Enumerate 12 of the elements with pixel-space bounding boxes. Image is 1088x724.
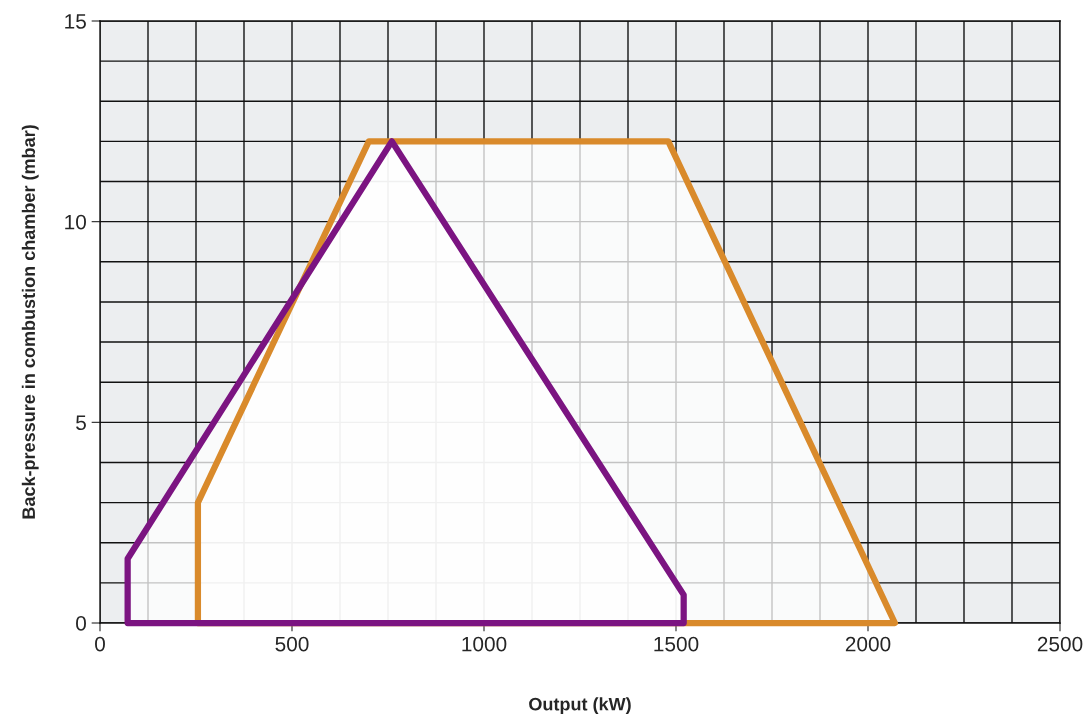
x-tick-label: 500 bbox=[275, 636, 309, 652]
x-tick-label: 1500 bbox=[654, 636, 699, 652]
x-tick-label: 2000 bbox=[845, 636, 891, 652]
y-axis-title: Back-pressure in combustion chamber (mbar) bbox=[21, 125, 39, 519]
y-tick-label: 10 bbox=[65, 214, 86, 230]
y-tick-label: 5 bbox=[76, 415, 86, 431]
x-tick-label: 1000 bbox=[462, 636, 507, 652]
y-tick-label: 0 bbox=[76, 616, 86, 631]
y-tick-label: 15 bbox=[65, 14, 86, 29]
x-tick-label: 0 bbox=[95, 636, 105, 652]
x-tick-label: 2500 bbox=[1037, 636, 1083, 652]
x-axis-title: Output (kW) bbox=[529, 697, 631, 715]
